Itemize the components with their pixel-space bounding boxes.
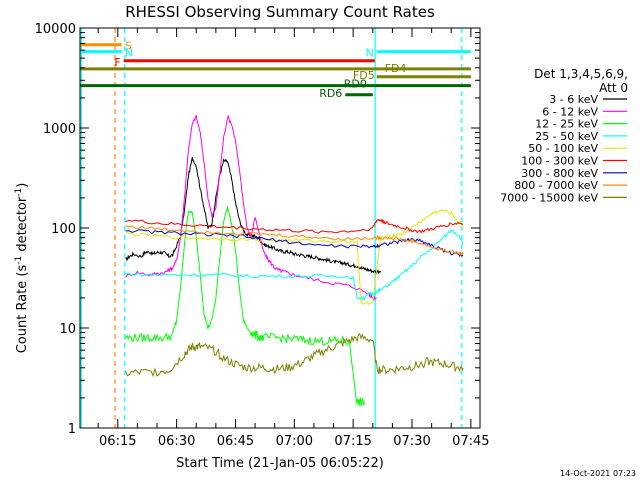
flag-bar-label: RD0 [344,78,367,91]
chart-title: RHESSI Observing Summary Count Rates [125,3,435,21]
y-tick-label: 100 [51,222,76,237]
legend-label: 50 - 100 keV [528,142,598,155]
x-tick-label: 07:30 [393,434,430,449]
y-axis-label-part3: ) [15,183,30,188]
x-tick-label: 06:30 [158,434,195,449]
axes: 1 10 100 1000 10000 06:15 06:30 06:45 07:00 07:15… [35,22,490,449]
y-axis-label-sup2: -1 [14,188,24,197]
x-tick-label: 07:45 [452,434,489,449]
x-axis-label: Start Time (21-Jan-05 06:05:22) [176,456,384,471]
x-tick-label: 06:15 [99,434,136,449]
y-axis-label-part2: detector [15,196,30,256]
flag-bar-label: N [365,47,373,60]
legend-label: 300 - 800 keV [521,167,598,180]
x-tick-label: 07:00 [276,434,313,449]
series-line [125,157,382,275]
y-axis-label: Count Rate (s-1 detector-1) [14,183,30,354]
series-line [125,209,464,305]
flag-bar-label: S [125,40,132,53]
series-line [125,225,464,256]
x-tick-label: 07:15 [334,434,371,449]
flag-bar-label: FD4 [385,62,407,75]
flag-bar-label: N [125,47,133,60]
flag-bar-label: FD5 [353,69,375,82]
x-tick-label: 06:45 [217,434,254,449]
legend-label: 6 - 12 keV [542,105,598,118]
legend-label: 3 - 6 keV [549,93,598,106]
series-line [125,206,366,407]
legend-title-line1: Det 1,3,4,5,6,9, [534,67,628,81]
legend-label: 25 - 50 keV [535,130,598,143]
series-line [125,114,377,301]
y-tick-label: 1 [68,422,76,437]
series-line [125,229,464,258]
y-tick-label: 1000 [43,122,76,137]
legend-label: 7000 - 15000 keV [500,191,598,204]
y-axis-label-part1: Count Rate (s [15,265,30,354]
flag-bar-label: F [114,56,120,69]
series-line [125,332,464,378]
legend-title-line2: Att 0 [599,81,628,95]
legend-label: 12 - 25 keV [535,118,598,131]
y-tick-label: 10000 [35,22,76,37]
series-line [125,218,464,234]
series-line [125,229,464,301]
y-axis-label-sup1: -1 [14,256,24,265]
footer-date: 14-Oct-2021 07:23 [560,469,636,478]
flag-bar-label: RD6 [319,87,342,100]
series-lines [125,114,464,407]
y-tick-label: 10 [59,322,76,337]
legend-label: 800 - 7000 keV [514,179,598,192]
legend-label: 100 - 300 keV [521,155,598,168]
